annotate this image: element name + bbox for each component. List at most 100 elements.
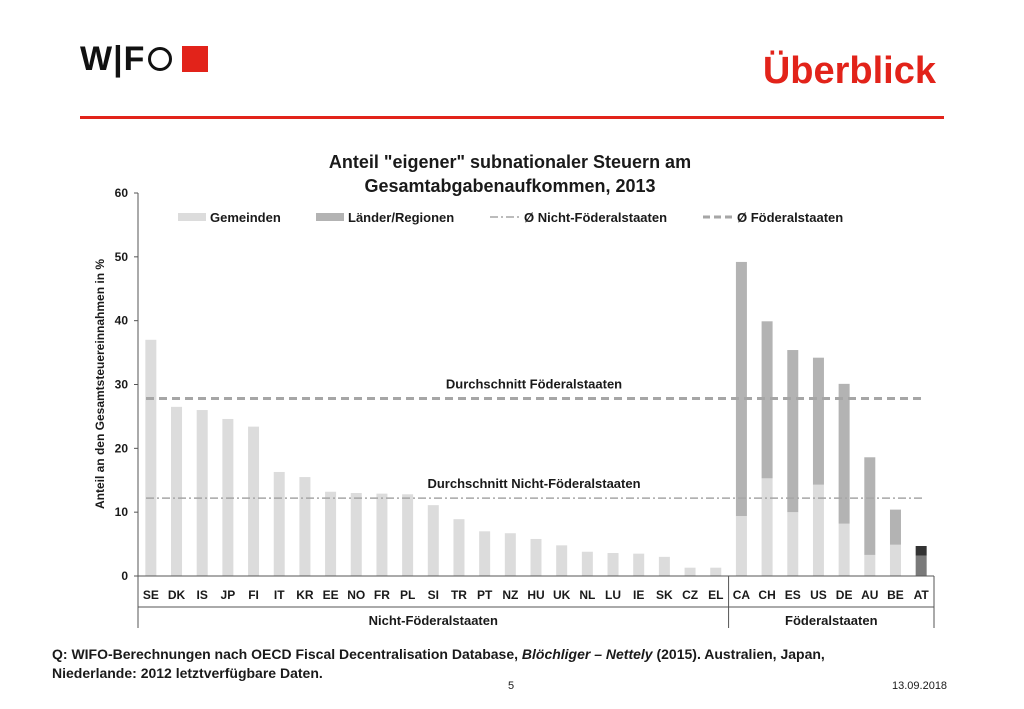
y-tick-label: 30 (115, 378, 129, 392)
x-tick-label: EE (323, 588, 339, 602)
y-tick-label: 0 (121, 569, 128, 583)
x-tick-label: CA (733, 588, 751, 602)
bar-gemeinden (299, 477, 311, 576)
bar-laender (864, 457, 876, 555)
x-tick-label: BE (887, 588, 904, 602)
x-tick-label: TR (451, 588, 467, 602)
source-text-line-2: Niederlande: 2012 letztverfügbare Daten. (52, 665, 323, 681)
bar-gemeinden (273, 471, 285, 576)
x-tick-label: IE (633, 588, 644, 602)
bar-gemeinden (479, 531, 491, 576)
bar-gemeinden (556, 545, 568, 576)
y-tick-label: 60 (115, 186, 129, 200)
bar-gemeinden (350, 493, 362, 576)
bar-gemeinden (248, 426, 260, 576)
bar-gemeinden (684, 567, 696, 576)
source-text: Q: WIFO-Berechnungen nach OECD Fiscal De… (52, 646, 522, 662)
bar-gemeinden (196, 410, 208, 576)
x-tick-label: FR (374, 588, 390, 602)
legend-label: Ø Nicht-Föderalstaaten (524, 210, 667, 225)
x-tick-label: AT (914, 588, 930, 602)
chart-title-line-2: Gesamtabgabenaufkommen, 2013 (364, 176, 656, 196)
logo-text: W|F (80, 39, 146, 78)
bar-gemeinden (735, 515, 747, 576)
bar-gemeinden (325, 491, 337, 576)
x-tick-label: SK (656, 588, 673, 602)
bar-laender (735, 261, 747, 516)
chart-title-line-1: Anteil "eigener" subnationaler Steuern a… (328, 152, 692, 172)
x-tick-label: ES (785, 588, 801, 602)
x-tick-label: SE (143, 588, 159, 602)
logo-square-icon (182, 46, 209, 72)
x-tick-label: PT (477, 588, 493, 602)
x-tick-label: SI (428, 588, 439, 602)
x-tick-label: NO (347, 588, 365, 602)
source-text-rest: (2015). Australien, Japan, (652, 646, 825, 662)
x-tick-label: UK (553, 588, 571, 602)
x-tick-label: EL (708, 588, 723, 602)
x-tick-label: PL (400, 588, 415, 602)
group-label: Nicht-Föderalstaaten (369, 613, 498, 628)
x-tick-label: FI (248, 588, 259, 602)
bar-gemeinden (889, 544, 901, 576)
source-note: Q: WIFO-Berechnungen nach OECD Fiscal De… (52, 645, 952, 683)
bar-gemeinden (530, 538, 542, 576)
x-tick-label: IT (274, 588, 285, 602)
x-tick-label: IS (197, 588, 208, 602)
bar-gemeinden (710, 567, 722, 576)
bar-gemeinden (812, 484, 824, 576)
y-tick-label: 40 (115, 314, 129, 328)
average-label-nicht-foederal: Durchschnitt Nicht-Föderalstaaten (427, 476, 640, 491)
legend-label: Gemeinden (210, 210, 281, 225)
bar-gemeinden (504, 533, 516, 576)
bar-gemeinden (864, 554, 876, 576)
group-label: Föderalstaaten (785, 613, 878, 628)
bar-gemeinden (787, 512, 799, 576)
legend-swatch (178, 213, 206, 221)
slide-date: 13.09.2018 (892, 680, 948, 692)
legend-label: Länder/Regionen (348, 210, 454, 225)
bar-gemeinden (376, 493, 388, 576)
x-tick-label: DK (168, 588, 186, 602)
bar-gemeinden (581, 551, 593, 576)
x-tick-label: CH (758, 588, 775, 602)
bar-gemeinden (171, 406, 183, 576)
bar-gemeinden (607, 553, 619, 576)
bar-gemeinden (402, 494, 414, 576)
source-authors: Blöchliger – Nettely (521, 646, 653, 662)
x-tick-label: US (810, 588, 827, 602)
average-label-foederal: Durchschnitt Föderalstaaten (446, 377, 622, 392)
wifo-logo: W|F (80, 39, 209, 78)
x-tick-label: KR (296, 588, 314, 602)
slide-title: Überblick (762, 50, 936, 92)
bar-laender (889, 509, 901, 545)
y-tick-label: 50 (115, 250, 129, 264)
x-tick-label: DE (836, 588, 853, 602)
title-divider (80, 116, 944, 119)
bar-gemeinden (761, 478, 773, 576)
x-tick-label: AU (861, 588, 878, 602)
bar-laender (838, 383, 850, 524)
x-tick-label: NZ (502, 588, 518, 602)
x-tick-label: HU (527, 588, 544, 602)
bar-laender (787, 350, 799, 513)
bar-gemeinden (453, 519, 465, 576)
x-tick-label: CZ (682, 588, 698, 602)
legend-swatch (316, 213, 344, 221)
bar-at-upper (915, 545, 927, 556)
logo-circle-icon (148, 47, 173, 71)
bar-laender (761, 321, 773, 479)
y-tick-label: 10 (115, 505, 129, 519)
page-number: 5 (508, 680, 515, 692)
bar-gemeinden (658, 556, 670, 576)
x-tick-label: LU (605, 588, 621, 602)
bar-gemeinden (427, 505, 439, 576)
bar-gemeinden (633, 553, 645, 576)
y-axis-label: Anteil an den Gesamtsteuereinnahmen in % (93, 259, 107, 509)
bar-gemeinden (838, 523, 850, 576)
legend-label: Ø Föderalstaaten (737, 210, 843, 225)
bar-at-lower (915, 555, 927, 576)
x-tick-label: JP (221, 588, 236, 602)
bar-laender (812, 357, 824, 485)
